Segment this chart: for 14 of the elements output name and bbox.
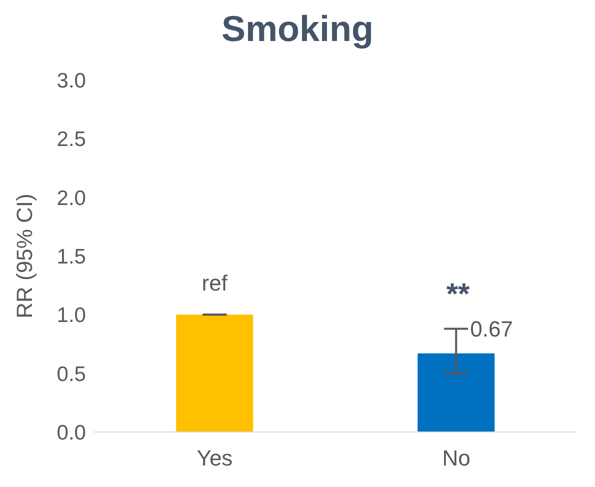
data-label: ref xyxy=(202,270,228,296)
y-tick-label: 0.0 xyxy=(56,421,86,444)
y-tick-label: 2.5 xyxy=(56,128,86,152)
annotation: ** xyxy=(445,278,471,311)
y-tick-label: 0.5 xyxy=(56,362,86,386)
y-tick-label: 1.5 xyxy=(56,245,86,268)
chart-title: Smoking xyxy=(220,8,374,51)
x-tick-label: Yes xyxy=(196,446,233,471)
data-label: 0.67 xyxy=(470,316,513,342)
y-axis-title: RR (95% CI) xyxy=(12,194,37,318)
y-tick-label: 2.0 xyxy=(56,186,86,210)
y-tick-label: 1.0 xyxy=(56,304,86,328)
x-tick-label: No xyxy=(442,446,470,471)
y-tick-label: 3.0 xyxy=(56,69,86,92)
